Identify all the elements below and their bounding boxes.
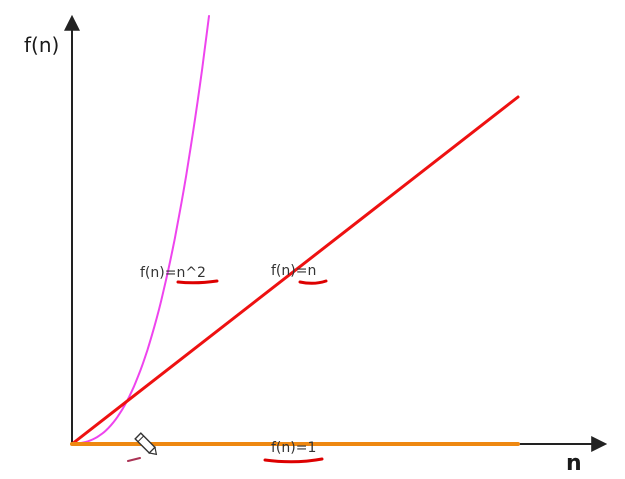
pencil-cursor-icon <box>134 432 158 456</box>
label-n-squared: f(n)=n^2 <box>140 265 206 281</box>
series-n-squared <box>71 15 210 445</box>
y-axis-label: f(n) <box>24 33 59 57</box>
series-layer <box>70 15 520 446</box>
label-n-linear: f(n)=n <box>271 263 316 279</box>
x-axis-label: n <box>566 451 582 476</box>
underline-n-linear <box>298 279 328 285</box>
underline-constant <box>263 457 324 464</box>
series-n-linear <box>70 95 520 446</box>
underline-n-squared <box>176 279 219 285</box>
label-constant: f(n)=1 <box>271 440 316 456</box>
stray-mark <box>127 457 141 462</box>
